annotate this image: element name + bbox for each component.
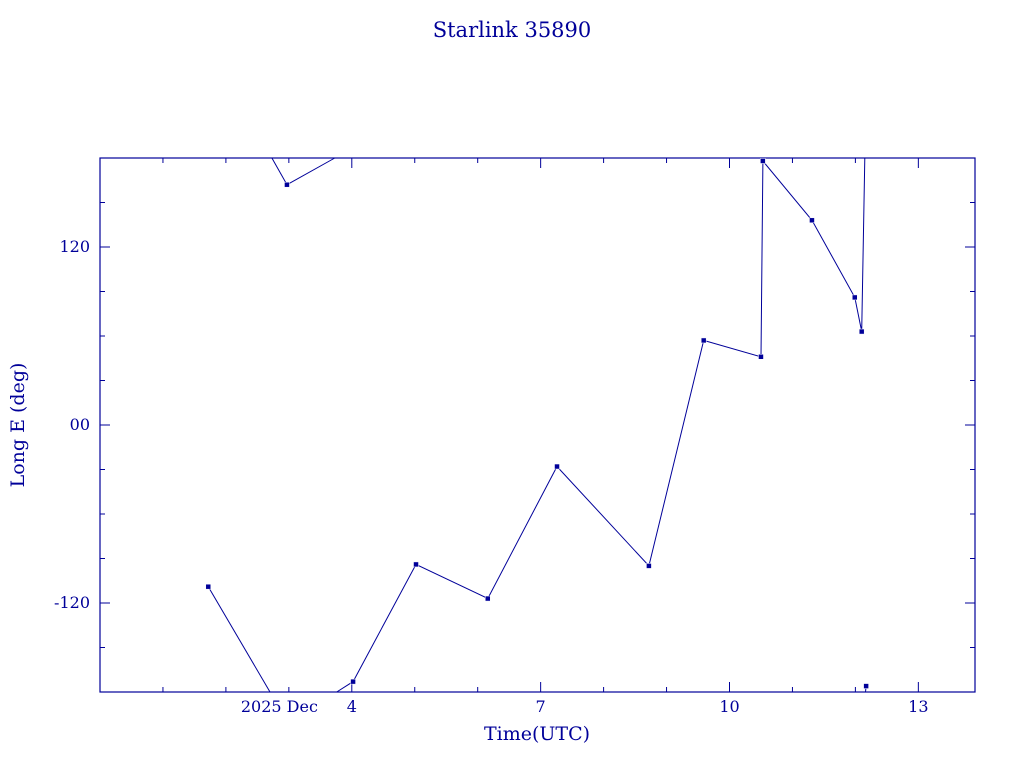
track-line-segment — [207, 586, 271, 693]
y-tick-label: 00 — [70, 415, 90, 434]
data-point-marker — [350, 678, 356, 685]
data-point-marker — [700, 337, 707, 344]
x-axis-era-label: 2025 Dec — [241, 697, 318, 716]
x-tick-label: 10 — [719, 697, 739, 716]
data-point-marker — [485, 595, 491, 602]
data-point-marker — [760, 158, 766, 164]
data-point-marker — [284, 181, 290, 188]
data-point-marker — [554, 463, 560, 470]
y-tick-label: 120 — [59, 237, 90, 256]
chart-title: Starlink 35890 — [433, 18, 592, 42]
data-point-marker — [852, 294, 858, 301]
data-point-marker — [863, 683, 869, 689]
x-axis-title: Time(UTC) — [484, 723, 590, 745]
track-line-segment — [271, 157, 336, 186]
x-tick-label: 4 — [347, 697, 357, 716]
data-point-marker — [809, 217, 815, 224]
data-point-marker — [646, 563, 652, 569]
x-tick-label: 7 — [536, 697, 546, 716]
plot-frame — [99, 157, 976, 693]
data-point-marker — [858, 328, 865, 335]
plot-content: 4 7 10 13 2025 Dec 120 00 -120 — [54, 157, 975, 716]
data-point-marker — [413, 561, 419, 568]
data-point-marker — [758, 354, 764, 360]
data-point-marker — [205, 583, 212, 590]
x-tick-label: 13 — [908, 697, 928, 716]
y-axis-title: Long E (deg) — [7, 363, 29, 488]
track-line-segment — [336, 157, 866, 693]
y-tick-label: -120 — [54, 593, 90, 612]
